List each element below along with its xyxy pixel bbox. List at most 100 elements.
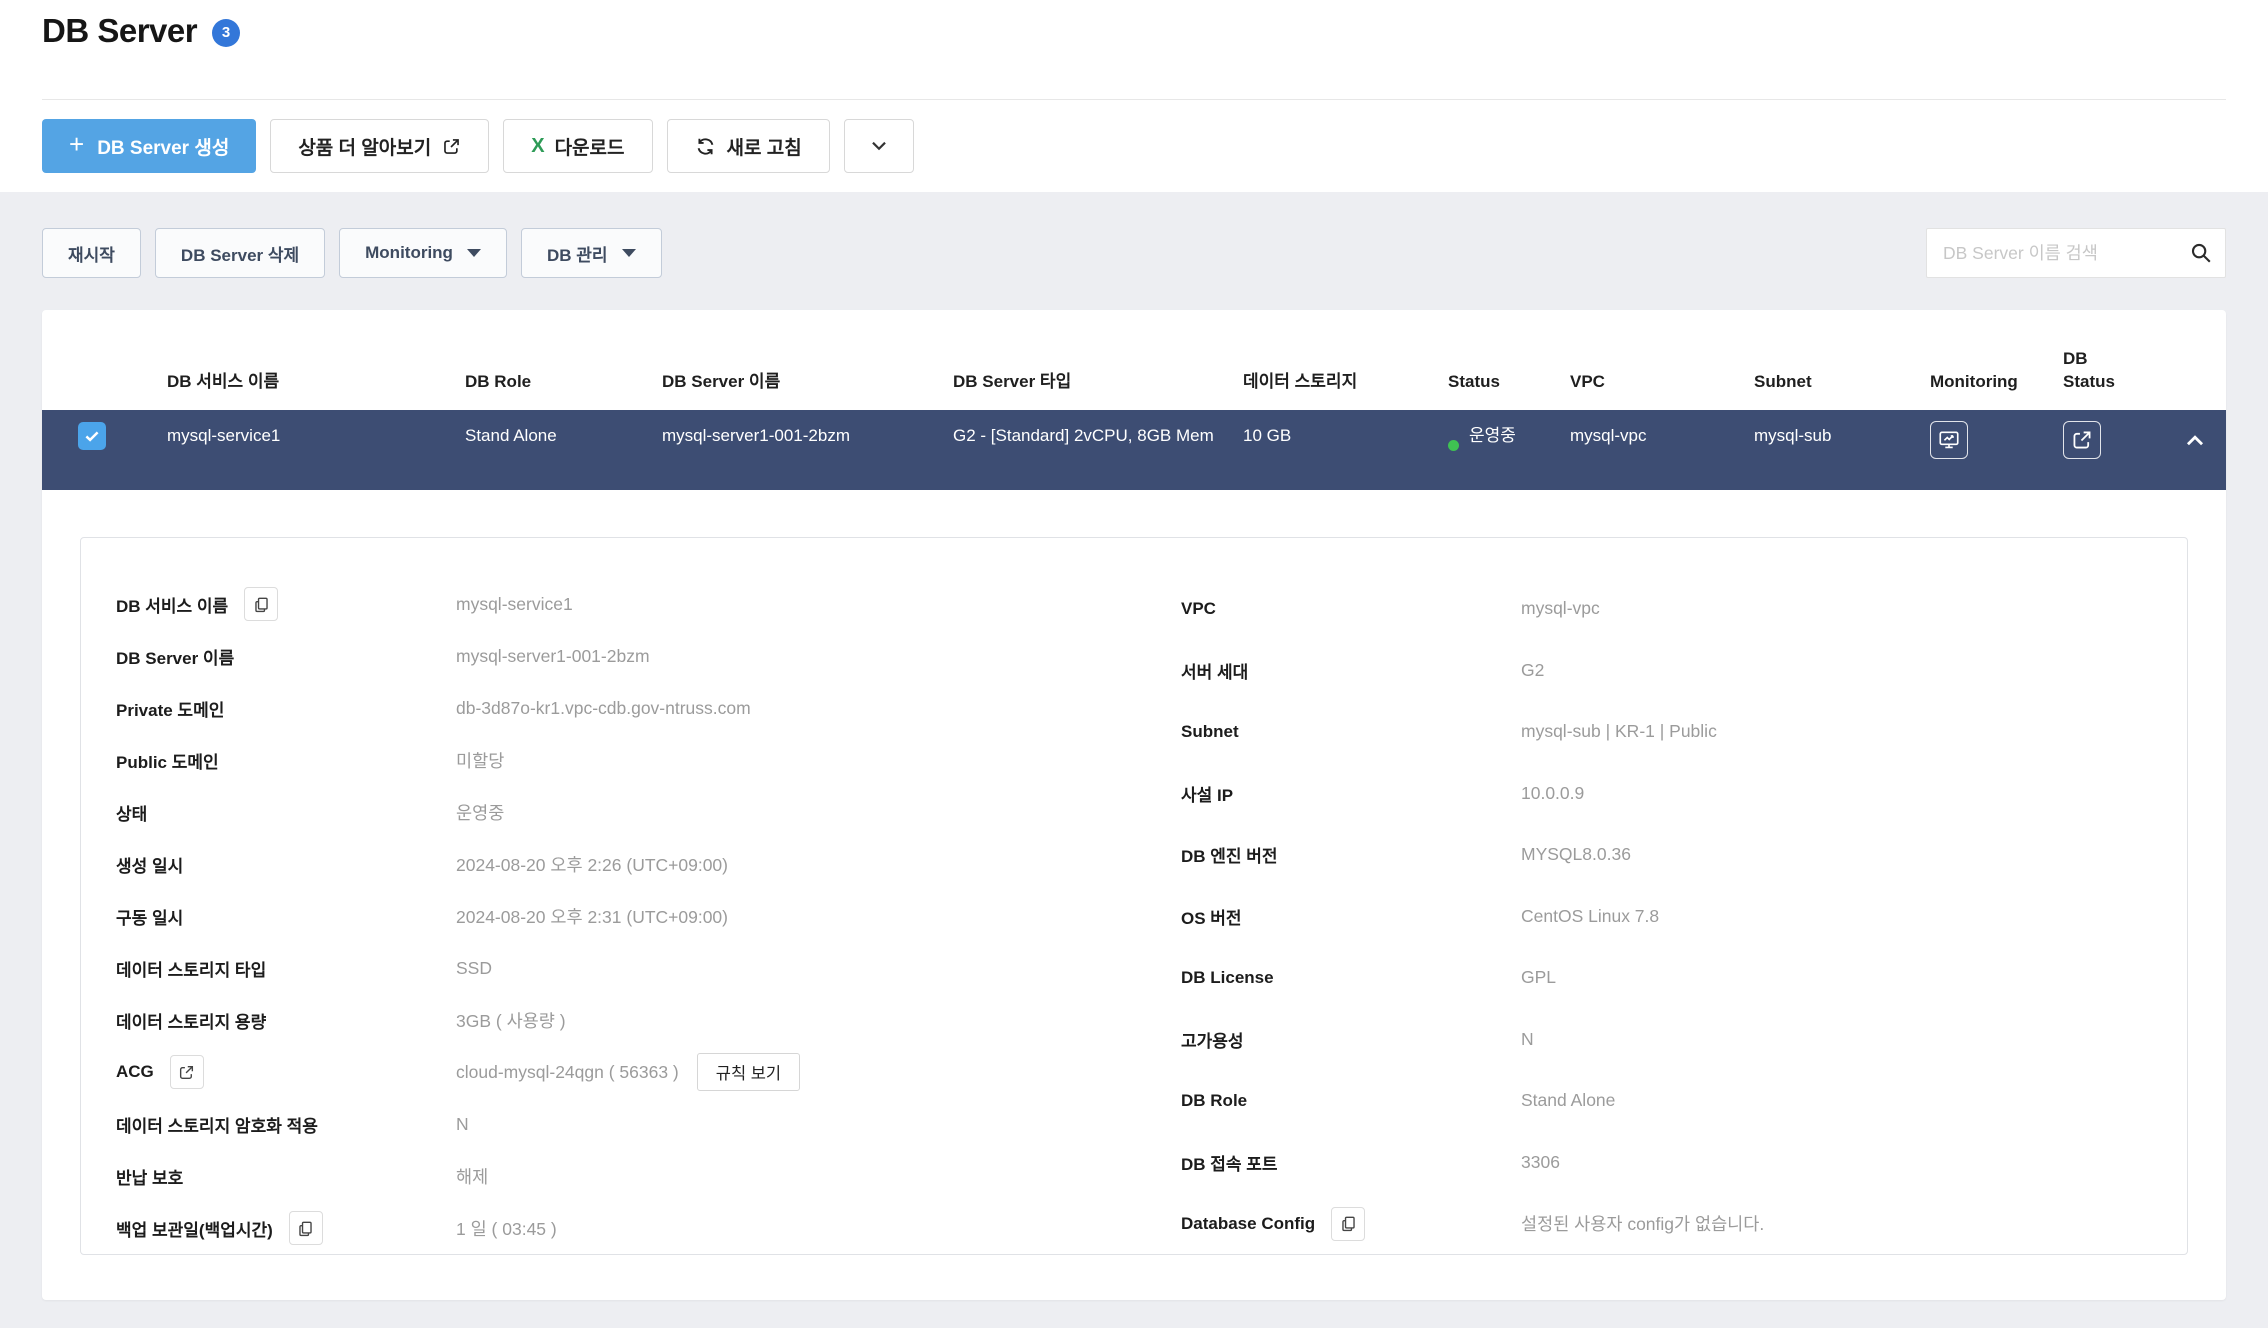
detail-label: DB 서비스 이름	[116, 596, 229, 616]
cell-server-name: mysql-server1-001-2bzm	[662, 426, 850, 445]
detail-label: DB License	[1181, 967, 1274, 987]
detail-value: cloud-mysql-24qgn ( 56363 )	[456, 1061, 679, 1082]
detail-value: CentOS Linux 7.8	[1521, 905, 1660, 926]
search-box	[1926, 228, 2226, 278]
row-checkbox[interactable]	[78, 422, 106, 450]
row-db-status-button[interactable]	[2063, 421, 2101, 459]
cell-storage: 10 GB	[1243, 426, 1292, 445]
row-monitoring-button[interactable]	[1930, 421, 1968, 459]
caret-down-icon	[621, 249, 636, 257]
page-title: DB Server	[42, 12, 198, 49]
detail-label: VPC	[1181, 598, 1216, 618]
detail-row: 서버 세대 G2	[1181, 640, 2161, 702]
excel-download-button[interactable]: X 다운로드	[503, 119, 653, 173]
detail-row: 사설 IP 10.0.0.9	[1181, 763, 2161, 825]
copy-icon	[299, 1221, 313, 1236]
detail-value: 2024-08-20 오후 2:26 (UTC+09:00)	[456, 854, 728, 875]
detail-row: DB License GPL	[1181, 947, 2161, 1009]
refresh-button[interactable]: 새로 고침	[666, 119, 830, 173]
page-header: DB Server 3 + DB Server 생성 상품 더 알아보기 X 다…	[0, 0, 2268, 192]
detail-row: 구동 일시 2024-08-20 오후 2:31 (UTC+09:00)	[116, 890, 1136, 942]
detail-label: 데이터 스토리지 타입	[116, 960, 267, 980]
detail-label: Private 도메인	[116, 700, 225, 720]
check-icon	[85, 431, 99, 442]
detail-label: 생성 일시	[116, 856, 184, 876]
detail-label: 반납 보호	[116, 1168, 184, 1188]
detail-value: 설정된 사용자 config가 없습니다.	[1521, 1214, 1765, 1235]
detail-label: DB Server 이름	[116, 648, 235, 668]
acg-open-button[interactable]	[169, 1055, 204, 1089]
column-header-empty	[42, 393, 167, 410]
actions-row: + DB Server 생성 상품 더 알아보기 X 다운로드 새로 고침	[42, 119, 914, 173]
cell-server-type: G2 - [Standard] 2vCPU, 8GB Mem	[953, 426, 1214, 445]
copy-button[interactable]	[1331, 1206, 1366, 1241]
toolbar-buttons: 재시작 DB Server 삭제 Monitoring DB 관리	[42, 228, 662, 278]
row-collapse-button[interactable]	[2182, 428, 2208, 454]
copy-button[interactable]	[244, 587, 279, 621]
detail-label: Subnet	[1181, 721, 1239, 741]
detail-label: 데이터 스토리지 용량	[116, 1012, 267, 1032]
monitoring-dropdown-button[interactable]: Monitoring	[339, 228, 507, 278]
more-actions-dropdown-button[interactable]	[843, 119, 914, 173]
column-header: DB Server 타입	[953, 372, 1072, 391]
external-link-icon	[442, 137, 461, 156]
detail-label: 상태	[116, 804, 148, 824]
external-link-icon	[180, 1065, 194, 1079]
table-row[interactable]: mysql-service1 Stand Alone mysql-server1…	[42, 410, 2226, 490]
detail-row: DB Role Stand Alone	[1181, 1070, 2161, 1132]
column-header: DB Server 이름	[662, 372, 781, 391]
create-db-server-button[interactable]: + DB Server 생성	[42, 119, 257, 173]
view-rules-button[interactable]: 규칙 보기	[696, 1053, 801, 1091]
detail-row: DB 접속 포트 3306	[1181, 1132, 2161, 1194]
column-header: Subnet	[1754, 372, 1812, 391]
detail-label: DB Role	[1181, 1090, 1248, 1110]
restart-button[interactable]: 재시작	[42, 228, 141, 278]
copy-button[interactable]	[288, 1211, 323, 1245]
caret-down-icon	[466, 249, 481, 257]
detail-value: mysql-server1-001-2bzm	[456, 645, 650, 666]
detail-label: DB 접속 포트	[1181, 1154, 1278, 1174]
detail-row: 반납 보호 해제	[116, 1150, 1136, 1202]
detail-row: Public 도메인 미할당	[116, 734, 1136, 786]
monitor-chart-icon	[1939, 431, 1959, 449]
column-header-empty	[2182, 393, 2226, 410]
detail-row: 생성 일시 2024-08-20 오후 2:26 (UTC+09:00)	[116, 838, 1136, 890]
learn-more-button[interactable]: 상품 더 알아보기	[270, 119, 490, 173]
cell-status: 운영중	[1448, 410, 1570, 490]
cell-vpc: mysql-vpc	[1570, 426, 1647, 445]
table-toolbar: 재시작 DB Server 삭제 Monitoring DB 관리	[42, 228, 2226, 278]
detail-value: MYSQL8.0.36	[1521, 844, 1631, 865]
chevron-up-icon	[2186, 435, 2204, 446]
chevron-down-icon	[868, 135, 890, 157]
detail-label: 구동 일시	[116, 908, 184, 928]
detail-column-right: VPC mysql-vpc 서버 세대 G2 Subnet mysql-sub …	[1181, 578, 2161, 1255]
detail-value: SSD	[456, 957, 492, 978]
detail-value: 운영중	[456, 802, 505, 823]
detail-value: N	[1521, 1028, 1534, 1049]
detail-label: Public 도메인	[116, 752, 219, 772]
detail-row: DB 서비스 이름 mysql-service1	[116, 578, 1136, 630]
detail-value: 3GB ( 사용량 )	[456, 1010, 566, 1031]
detail-value: GPL	[1521, 967, 1557, 988]
detail-value: mysql-vpc	[1521, 598, 1600, 619]
detail-label: 사설 IP	[1181, 785, 1234, 805]
detail-row: 데이터 스토리지 타입 SSD	[116, 942, 1136, 994]
detail-value: N	[456, 1113, 469, 1134]
server-detail-panel: DB 서비스 이름 mysql-service1 DB Server 이름 my…	[80, 537, 2188, 1255]
search-icon[interactable]	[2190, 242, 2212, 269]
search-input[interactable]	[1926, 228, 2226, 278]
detail-value: 2024-08-20 오후 2:31 (UTC+09:00)	[456, 906, 728, 927]
detail-label: DB 엔진 버전	[1181, 847, 1278, 867]
db-manage-dropdown-button[interactable]: DB 관리	[520, 228, 662, 278]
column-header: DB Status	[2063, 349, 2115, 391]
delete-db-server-button[interactable]: DB Server 삭제	[154, 228, 326, 278]
detail-row: OS 버전 CentOS Linux 7.8	[1181, 886, 2161, 948]
title-divider	[42, 99, 2226, 100]
detail-row: 고가용성 N	[1181, 1009, 2161, 1071]
detail-row: ACG cloud-mysql-24qgn ( 56363 ) 규칙 보기	[116, 1046, 1136, 1098]
detail-value: 1 일 ( 03:45 )	[456, 1218, 557, 1239]
detail-label: 고가용성	[1181, 1031, 1244, 1051]
refresh-icon	[695, 136, 716, 157]
db-server-table: DB 서비스 이름 DB Role DB Server 이름 DB Server 타입…	[42, 310, 2226, 1300]
table-header-row: DB 서비스 이름 DB Role DB Server 이름 DB Server 타입…	[42, 310, 2226, 410]
